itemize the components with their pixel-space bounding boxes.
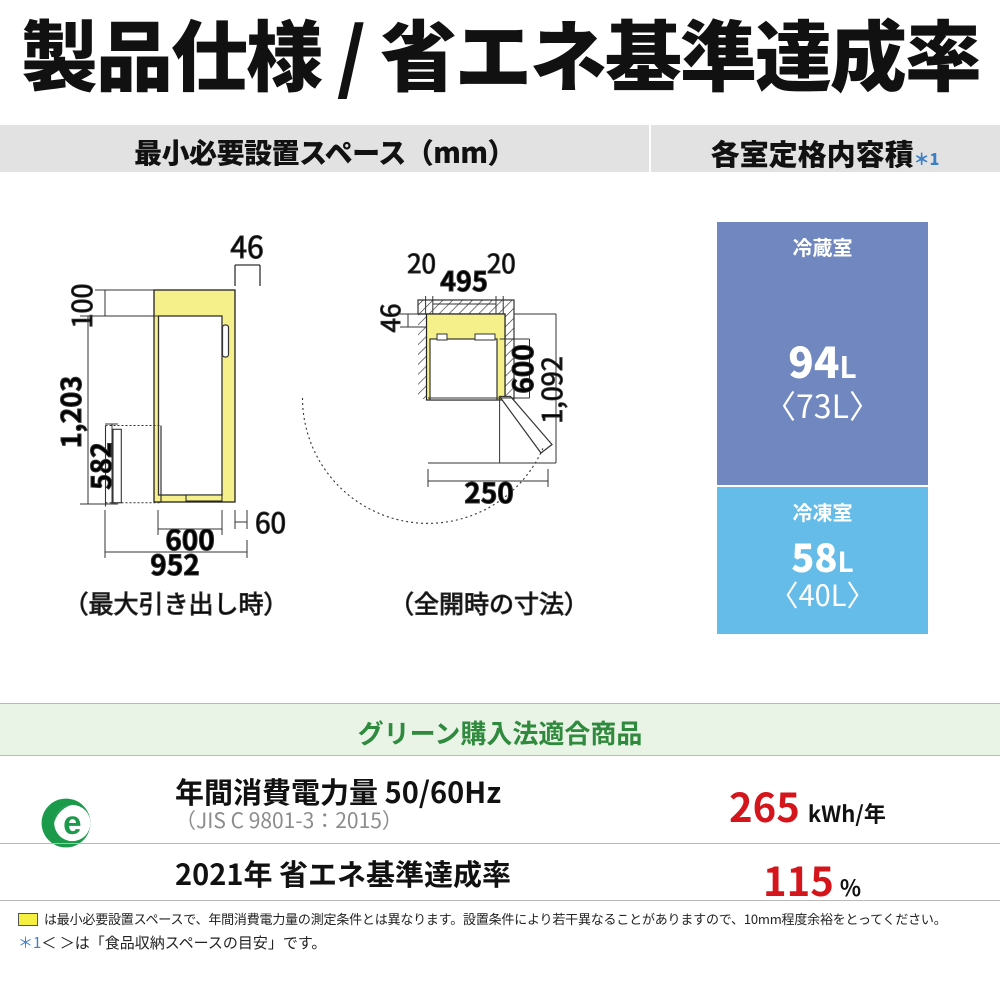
svg-text:（全開時の寸法）: （全開時の寸法）: [389, 585, 589, 621]
svg-text:582: 582: [80, 442, 119, 490]
svg-text:46: 46: [371, 304, 408, 333]
svg-text:20: 20: [487, 244, 516, 281]
svg-text:（最大引き出し時）: （最大引き出し時）: [63, 585, 288, 621]
svg-text:46: 46: [230, 223, 263, 267]
svg-text:495: 495: [440, 260, 488, 299]
svg-text:952: 952: [150, 544, 200, 584]
svg-text:e: e: [63, 805, 81, 842]
svg-text:60: 60: [255, 502, 286, 542]
svg-text:1,092: 1,092: [531, 356, 570, 423]
svg-text:1,203: 1,203: [50, 376, 89, 449]
svg-text:20: 20: [407, 244, 436, 281]
svg-text:100: 100: [61, 284, 100, 329]
svg-text:250: 250: [464, 472, 514, 512]
